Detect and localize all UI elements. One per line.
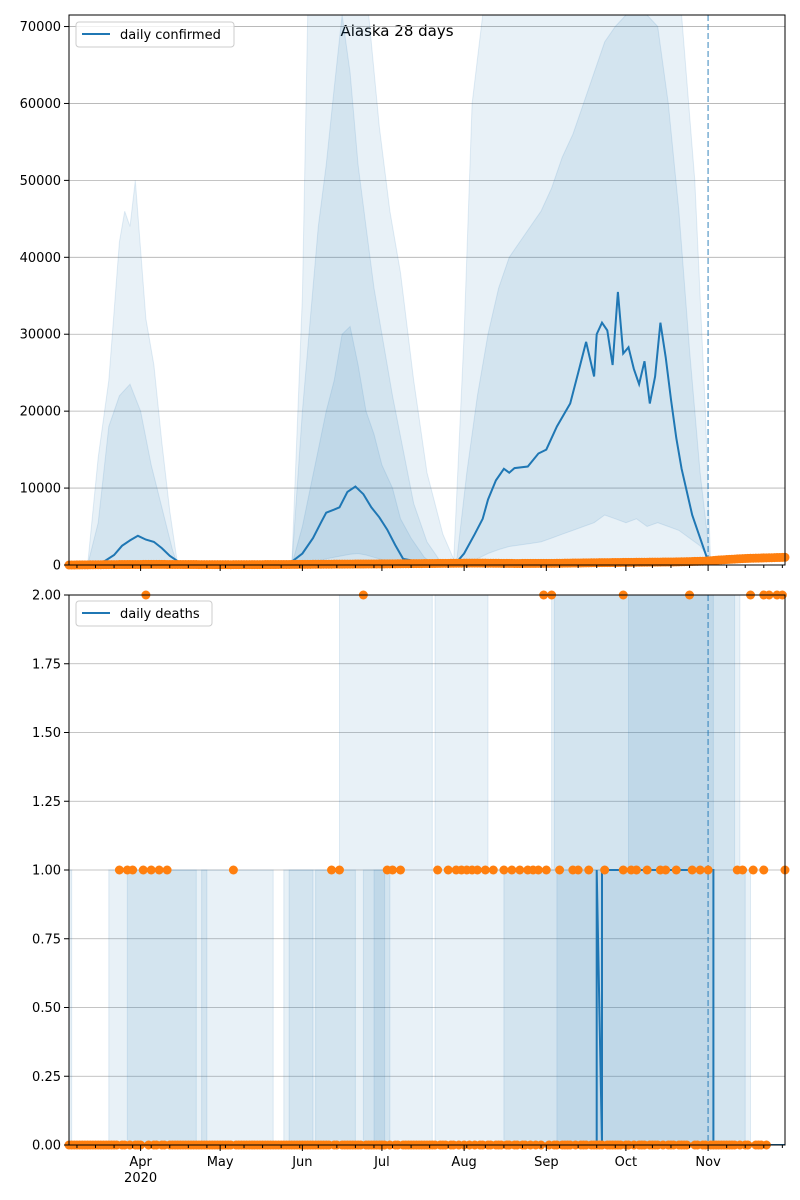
observed-point [480,865,490,875]
observed-point [114,865,124,875]
observed-point [661,865,671,875]
x-tick-label: Oct [615,1155,637,1170]
observed-point [703,865,713,875]
observed-point [738,865,748,875]
y-tick-label: 1.75 [32,657,61,672]
observed-point [695,865,705,875]
uncertainty-band [452,15,712,565]
plot-area [69,15,712,565]
observed-point [687,865,697,875]
uncertainty-band [362,595,714,1145]
uncertainty-band [291,15,457,565]
observed-point [642,865,652,875]
observed-point [472,865,482,875]
observed-point [327,865,337,875]
x-tick-label: Jun [291,1155,312,1170]
observed-point [618,865,628,875]
deaths-panel: 0.00 0.25 0.50 0.75 1.00 1.25 1.50 1.75 2.00 [32,589,790,1154]
y-tick-label: 30000 [20,328,61,343]
observed-point [555,865,565,875]
y-tick-label: 0 [53,559,61,574]
uncertainty-band [69,869,73,1145]
y-tick-label: 10000 [20,482,61,497]
observed-point [388,865,398,875]
x-tick-label: Aug [451,1155,476,1170]
deaths-legend-label: daily deaths [120,607,200,622]
observed-point [600,865,610,875]
confirmed-panel: 0 10000 20000 30000 40000 50000 60000 70000 [20,14,790,574]
axes-frame [68,14,786,566]
y-tick-label: 1.50 [32,726,61,741]
observed-point [334,865,344,875]
uncertainty-band [87,383,179,565]
x-tick-label: Sep [534,1155,559,1170]
uncertainty-band [126,869,314,1145]
x-tick-label: Jul [373,1155,390,1170]
y-tick-label: 0.75 [32,932,61,947]
deaths-observed-points [64,590,790,1150]
y-tick-label: 1.25 [32,795,61,810]
observed-point [488,865,498,875]
observed-point [631,865,641,875]
confirmed-legend-box [75,21,235,48]
observed-point [443,865,453,875]
y-tick-label: 0.50 [32,1001,61,1016]
observed-point [573,865,583,875]
x-tick-label: Nov [695,1155,721,1170]
observed-point [541,865,551,875]
y-tick-label: 40000 [20,251,61,266]
observed-point [433,865,443,875]
y-tick-label: 0.00 [32,1139,61,1154]
x-year-label: 2020 [124,1171,157,1186]
observed-point [395,865,405,875]
uncertainty-band [291,325,436,565]
observed-point [515,865,525,875]
observed-point [128,865,138,875]
observed-point [499,865,509,875]
y-tick-label: 20000 [20,405,61,420]
observed-point [507,865,517,875]
shared-x-axis: Apr May Jun Jul Aug Sep Oct Nov 2020 [124,1155,721,1186]
deaths-legend-box [75,600,213,627]
deaths-median-line [69,869,785,1145]
y-tick-label: 0.25 [32,1070,61,1085]
observed-point [759,865,769,875]
y-tick-label: 50000 [20,174,61,189]
confirmed-legend: daily confirmed [75,21,235,48]
x-tick-label: Apr [129,1155,152,1170]
uncertainty-band [87,180,179,565]
observed-point [162,865,172,875]
confirmed-legend-label: daily confirmed [120,28,221,43]
observed-point [584,865,594,875]
observed-point [138,865,148,875]
uncertainty-band [291,15,444,565]
observed-point [671,865,681,875]
uncertainty-band [455,15,712,565]
x-tick-label: May [207,1155,234,1170]
y-tick-label: 2.00 [32,589,61,604]
y-tick-label: 1.00 [32,864,61,879]
y-tick-label: 60000 [20,97,61,112]
observed-point [228,865,238,875]
observed-point [154,865,164,875]
y-tick-label: 70000 [20,20,61,35]
deaths-legend: daily deaths [75,600,213,627]
uncertainty-band [108,595,751,1145]
observed-point [146,865,156,875]
observed-point [748,865,758,875]
observed-point [533,865,543,875]
